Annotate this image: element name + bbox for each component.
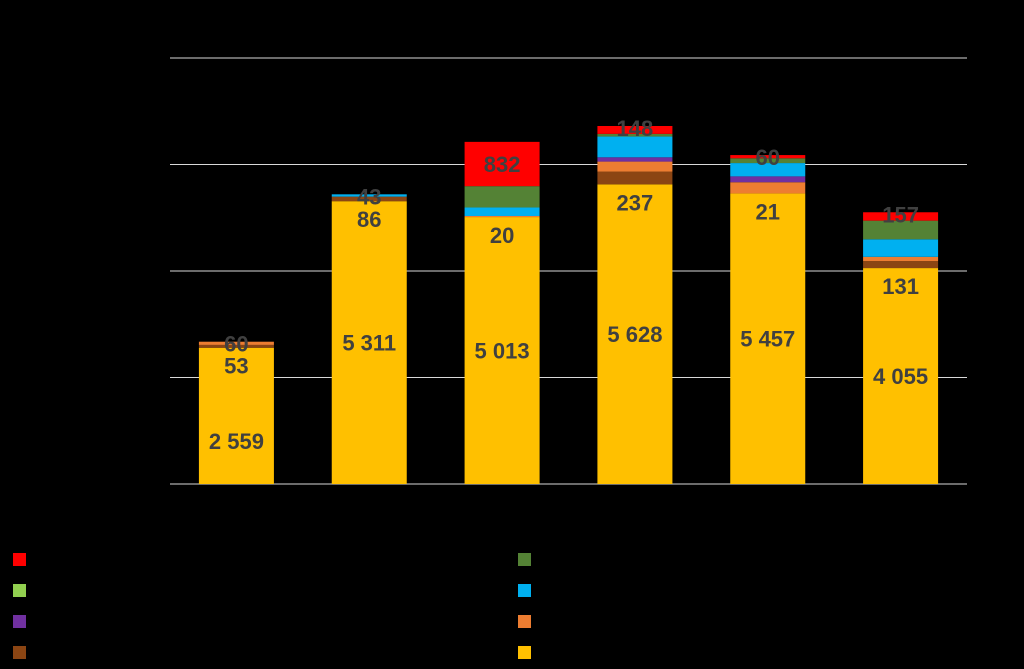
legend	[0, 540, 1024, 669]
bar-segment-c1-s1	[331, 196, 407, 202]
legend-swatch	[518, 552, 531, 566]
bar-segment-c5-s5	[863, 239, 939, 257]
data-label-c4-2: 60	[756, 145, 780, 170]
bar-segment-c2-s0	[464, 217, 540, 485]
bar-segment-c2-s2	[464, 215, 540, 218]
bar-segment-c3-s3	[597, 157, 673, 162]
data-label-c3-0: 5 628	[607, 322, 662, 347]
data-label-c2-1: 20	[490, 223, 514, 248]
bar-segment-c1-s0	[331, 201, 407, 484]
data-label-c5-1: 131	[882, 274, 919, 299]
bar-segment-c4-s2	[730, 182, 806, 194]
gridlines	[170, 57, 967, 485]
data-label-c3-1: 237	[617, 190, 654, 215]
legend-swatch	[13, 583, 26, 597]
bar-segment-c4-s7	[730, 155, 806, 159]
data-label-c1-1: 86	[357, 207, 381, 232]
data-label-c5-0: 4 055	[873, 364, 928, 389]
legend-item	[518, 582, 541, 598]
legend-item	[518, 551, 541, 567]
bar-segment-c0-s0	[198, 347, 274, 484]
bar-segment-c0-s2	[198, 341, 274, 345]
bar-segment-c2-s7	[464, 141, 540, 187]
data-label-c2-0: 5 013	[475, 339, 530, 364]
bar-segment-c5-s6	[863, 220, 939, 240]
bar-segment-c5-s7	[863, 212, 939, 221]
bar-segment-c3-s7	[597, 126, 673, 134]
legend-item	[13, 644, 36, 660]
legend-item	[518, 613, 541, 629]
bar-segment-c3-s5	[597, 136, 673, 158]
data-label-c0-1: 53	[224, 354, 248, 379]
data-label-c4-1: 21	[756, 199, 780, 224]
bar-segment-c4-s3	[730, 176, 806, 183]
bar-segment-c3-s1	[597, 171, 673, 185]
bar-segment-c3-s6	[597, 133, 673, 137]
data-label-c3-2: 148	[617, 116, 654, 141]
data-label-c1-2: 43	[357, 184, 381, 209]
legend-swatch	[518, 645, 531, 659]
bar-segment-c2-s5	[464, 207, 540, 216]
bar-segment-c5-s1	[863, 261, 939, 269]
data-label-c1-0: 5 311	[342, 331, 396, 356]
bar-segment-c5-s2	[863, 256, 939, 262]
data-label-c2-2: 832	[484, 152, 521, 177]
bar-segment-c2-s6	[464, 186, 540, 208]
legend-swatch	[13, 645, 26, 659]
bar-segment-c0-s1	[198, 344, 274, 348]
legend-item	[13, 582, 36, 598]
legend-swatch	[518, 583, 531, 597]
bars	[198, 126, 939, 485]
bar-segment-c4-s5	[730, 163, 806, 177]
legend-swatch	[13, 552, 26, 566]
legend-swatch	[13, 614, 26, 628]
bar-segment-c3-s0	[597, 184, 673, 484]
legend-item	[518, 644, 541, 660]
legend-swatch	[518, 614, 531, 628]
bar-segment-c1-s5	[331, 194, 407, 197]
data-label-c0-2: 60	[224, 332, 248, 357]
bar-segment-c4-s0	[730, 193, 806, 485]
bar-segment-c3-s2	[597, 161, 673, 172]
bar-segment-c4-s6	[730, 158, 806, 164]
data-label-c5-2: 157	[882, 202, 919, 227]
data-label-c4-0: 5 457	[740, 327, 795, 352]
legend-item	[13, 551, 36, 567]
data-label-c0-0: 2 559	[209, 429, 264, 454]
bar-segment-c5-s0	[863, 268, 939, 484]
legend-item	[13, 613, 36, 629]
